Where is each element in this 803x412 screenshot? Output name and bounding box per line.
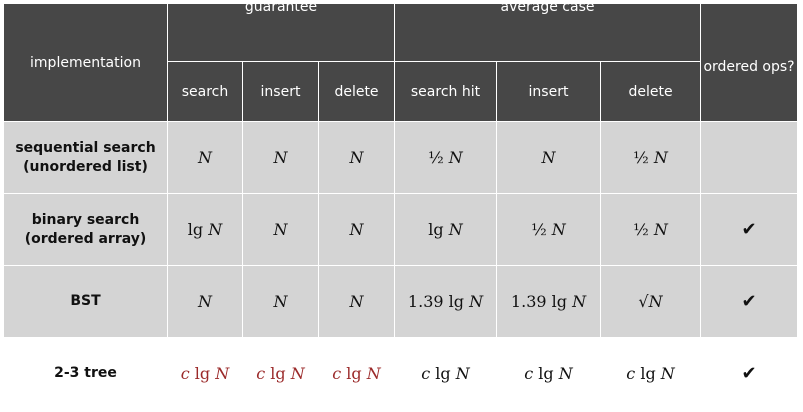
cost-cell: ½ N: [496, 193, 601, 266]
header-average-case: average case: [393, 3, 702, 62]
implementation-cell: binary search (ordered array): [3, 193, 168, 266]
cost-cell: N: [318, 265, 395, 338]
header-guarantee: guarantee: [167, 3, 395, 62]
checkmark-icon: ✔: [700, 337, 799, 410]
implementation-name: BST: [70, 293, 101, 309]
cost-cell: ½ N: [599, 193, 702, 266]
cost-cell: 1.39 lg N: [496, 265, 601, 338]
subheader-average-delete: delete: [599, 61, 702, 122]
header-average-case-label: average case: [500, 3, 595, 15]
row-sequential-search: sequential search (unordered list) N N N…: [3, 121, 799, 194]
header-guarantee-label: guarantee: [244, 3, 318, 15]
implementation-detail: (ordered array): [24, 230, 147, 247]
cost-cell: ½ N: [394, 121, 497, 194]
implementation-cell: sequential search (unordered list): [3, 121, 168, 194]
cost-cell: N: [242, 193, 319, 266]
row-bst: BST N N N 1.39 lg N 1.39 lg N √N ✔: [3, 265, 799, 338]
cost-cell: c lg N: [318, 337, 395, 410]
cost-cell: N: [167, 265, 243, 338]
cost-cell: c lg N: [599, 337, 702, 410]
checkmark-icon: ✔: [700, 193, 799, 266]
subheader-average-search-hit: search hit: [394, 61, 497, 122]
subheader-guarantee-insert: insert: [242, 61, 319, 122]
header-implementation: implementation: [3, 3, 168, 122]
cost-cell: c lg N: [394, 337, 497, 410]
checkmark-icon: ✔: [700, 265, 799, 338]
cost-cell: N: [496, 121, 601, 194]
implementation-cell: 2-3 tree: [3, 337, 168, 410]
cost-cell: c lg N: [496, 337, 601, 410]
implementation-cell: BST: [3, 265, 168, 338]
cost-cell: N: [167, 121, 243, 194]
header-ordered-ops: ordered ops?: [700, 3, 799, 122]
implementation-detail: (unordered list): [23, 158, 148, 175]
cost-cell: ½ N: [599, 121, 702, 194]
subheader-average-insert: insert: [496, 61, 601, 122]
row-2-3-tree: 2-3 tree c lg N c lg N c lg N c lg N c l…: [3, 337, 799, 410]
cost-cell: N: [242, 121, 319, 194]
cost-cell: 1.39 lg N: [394, 265, 497, 338]
cost-cell: c lg N: [167, 337, 243, 410]
cost-cell: √N: [599, 265, 702, 338]
cost-cell: N: [318, 121, 395, 194]
cost-cell: lg N: [167, 193, 243, 266]
cost-cell: N: [318, 193, 395, 266]
implementation-name: sequential search: [15, 139, 156, 156]
header-ordered-ops-label: ordered ops?: [703, 58, 795, 75]
symbol-table-comparison: implementation guarantee average case or…: [3, 3, 799, 410]
ordered-ops-cell: [700, 121, 799, 194]
cost-cell: c lg N: [242, 337, 319, 410]
implementation-name: 2-3 tree: [54, 365, 117, 381]
implementation-name: binary search: [31, 211, 140, 228]
subheader-guarantee-delete: delete: [318, 61, 395, 122]
row-binary-search: binary search (ordered array) lg N N N l…: [3, 193, 799, 266]
cost-cell: lg N: [394, 193, 497, 266]
cost-cell: N: [242, 265, 319, 338]
subheader-guarantee-search: search: [167, 61, 243, 122]
